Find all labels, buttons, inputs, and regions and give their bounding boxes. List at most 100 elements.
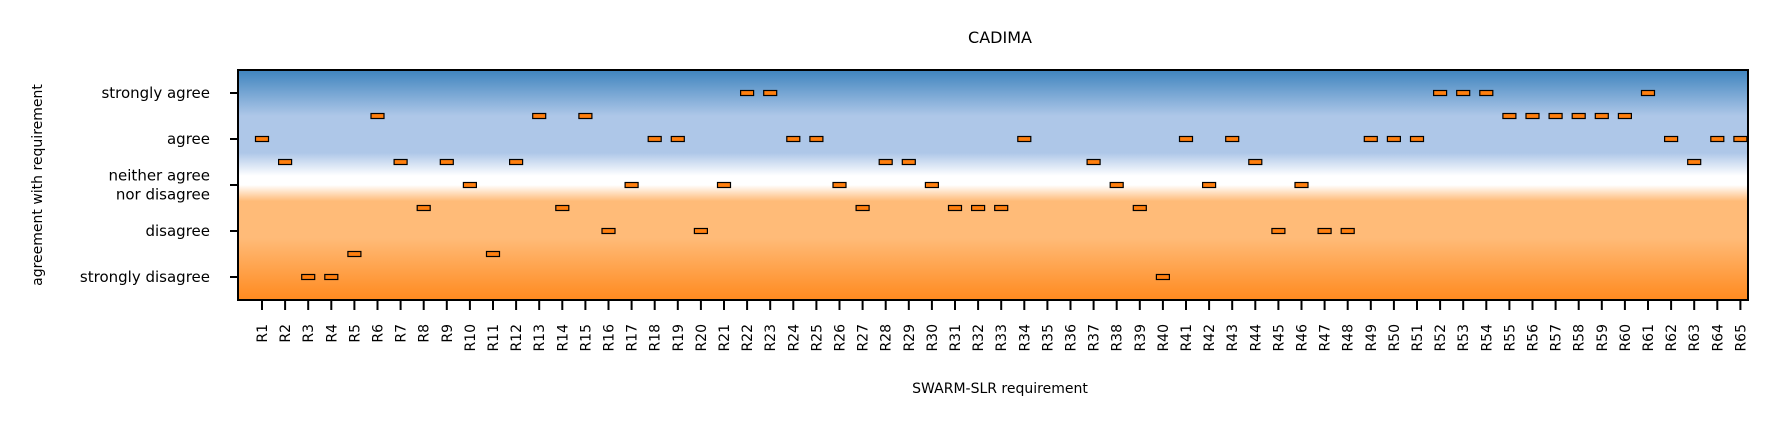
data-point (647, 135, 662, 143)
data-point (924, 181, 940, 189)
x-tick-label: R10 (463, 324, 479, 352)
x-tick-label: R45 (1271, 324, 1287, 352)
x-tick-label: R22 (740, 324, 756, 352)
y-axis: strongly disagree disagree neither agree no… (80, 84, 238, 286)
data-point (1710, 135, 1725, 143)
data-point (462, 181, 477, 189)
x-tick-label: R7 (394, 324, 410, 343)
x-tick-label: R46 (1295, 324, 1311, 352)
x-axis: R1 R2 R3 R4 R5 R6 R7 R8 R9 R10 R11 R12 R13 R14 R15 R16 R… (255, 300, 1749, 352)
data-point (1109, 181, 1124, 189)
x-tick-label: R55 (1502, 324, 1518, 352)
data-point (832, 181, 847, 189)
data-point (1225, 135, 1240, 143)
x-tick-label: R5 (347, 324, 363, 343)
x-tick-label: R63 (1687, 324, 1703, 352)
x-tick-label: R58 (1572, 324, 1588, 352)
x-tick-label: R16 (602, 324, 618, 352)
data-point (370, 112, 385, 120)
x-tick-label: R9 (440, 324, 456, 343)
data-point (1201, 181, 1217, 189)
x-tick-label: R4 (324, 324, 340, 343)
data-point (1594, 112, 1609, 120)
x-tick-label: R39 (1133, 324, 1149, 352)
x-tick-label: R29 (902, 324, 918, 352)
data-point (1571, 112, 1586, 120)
data-point (393, 158, 408, 166)
data-point (1363, 135, 1378, 143)
data-point (1271, 227, 1286, 235)
data-point (994, 204, 1009, 212)
x-tick-label: R26 (833, 324, 849, 352)
data-point (1456, 89, 1471, 97)
data-point (578, 112, 593, 120)
data-point (416, 204, 431, 212)
x-tick-label: R6 (371, 324, 387, 343)
x-tick-label: R38 (1110, 324, 1126, 352)
data-point (1502, 112, 1517, 120)
data-markers (254, 89, 1748, 281)
x-tick-label: R24 (786, 324, 802, 352)
y-axis-label: agreement with requirement (30, 84, 46, 286)
x-tick-label: R44 (1248, 324, 1264, 352)
x-tick-label: R65 (1733, 324, 1749, 352)
x-tick-label: R41 (1179, 324, 1195, 352)
data-point (1178, 135, 1194, 143)
data-point (1132, 204, 1147, 212)
data-point (301, 273, 316, 281)
data-point (1617, 112, 1633, 120)
y-tick-label: agree (167, 130, 210, 148)
data-point (439, 158, 454, 166)
data-point (739, 89, 755, 97)
x-tick-label: R64 (1710, 324, 1726, 352)
x-tick-label: R35 (1040, 324, 1056, 352)
x-tick-label: R19 (671, 324, 687, 352)
data-point (1479, 89, 1494, 97)
x-tick-label: R51 (1410, 324, 1426, 352)
data-point (878, 158, 893, 166)
data-point (1663, 135, 1679, 143)
data-point (901, 158, 916, 166)
x-tick-label: R42 (1202, 324, 1218, 352)
data-point (786, 135, 801, 143)
x-tick-label: R32 (971, 324, 987, 352)
plot-background (238, 70, 1748, 300)
chart-title: CADIMA (968, 28, 1032, 47)
x-tick-label: R30 (925, 324, 941, 352)
data-point (1248, 158, 1263, 166)
x-tick-label: R49 (1364, 324, 1380, 352)
data-point (1733, 135, 1748, 143)
data-point (763, 89, 778, 97)
x-tick-label: R31 (948, 324, 964, 352)
x-tick-label: R62 (1664, 324, 1680, 352)
x-tick-label: R54 (1479, 324, 1495, 352)
x-tick-label: R52 (1433, 324, 1449, 352)
data-point (716, 181, 732, 189)
data-point (947, 204, 963, 212)
x-tick-label: R60 (1618, 324, 1634, 352)
x-tick-label: R61 (1641, 324, 1657, 352)
data-point (1155, 273, 1171, 281)
x-axis-label: SWARM-SLR requirement (912, 381, 1088, 397)
data-point (1525, 112, 1540, 120)
data-point (1317, 227, 1332, 235)
x-tick-label: R53 (1456, 324, 1472, 352)
data-point (670, 135, 685, 143)
data-point (509, 158, 524, 166)
x-tick-label: R27 (856, 324, 872, 352)
data-point (485, 250, 501, 258)
x-tick-label: R15 (578, 324, 594, 352)
data-point (254, 135, 270, 143)
y-tick-label: strongly disagree (80, 268, 210, 286)
x-tick-label: R47 (1318, 324, 1334, 352)
data-point (624, 181, 639, 189)
x-tick-label: R17 (625, 324, 641, 352)
x-tick-label: R48 (1341, 324, 1357, 352)
data-point (1432, 89, 1448, 97)
data-point (970, 204, 986, 212)
data-point (1409, 135, 1425, 143)
plot-frame (237, 69, 1749, 301)
x-tick-label: R25 (809, 324, 825, 352)
data-point (1340, 227, 1355, 235)
